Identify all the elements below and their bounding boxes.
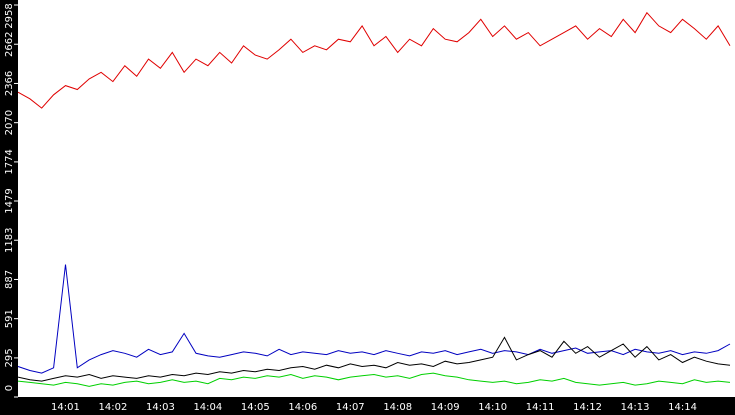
x-tick-label: 14:14 [668,402,697,413]
y-tick-label: 887 [4,270,15,289]
series-line [17,264,731,374]
x-tick-label: 14:08 [383,402,412,413]
y-tick-label: 2958 [4,3,15,28]
x-tick-label: 14:09 [431,402,460,413]
y-tick-label: 2366 [4,71,15,96]
x-tick-label: 14:10 [478,402,507,413]
x-tick-label: 14:01 [51,402,80,413]
series-line [17,372,731,387]
y-axis-bar [0,0,18,415]
y-tick-label: 295 [4,348,15,367]
x-tick-label: 14:12 [573,402,602,413]
y-tick-label: 2070 [4,110,15,135]
x-tick-label: 14:11 [526,402,555,413]
y-tick-label: 1479 [4,188,15,213]
x-tick-label: 14:05 [241,402,270,413]
y-tick-label: 1183 [4,227,15,252]
y-tick-label: 0 [4,385,15,391]
y-tick-label: 2662 [4,31,15,56]
y-tick-label: 1774 [4,149,15,174]
y-tick-label: 591 [4,309,15,328]
x-tick-label: 14:06 [288,402,317,413]
x-tick-label: 14:03 [146,402,175,413]
x-tick-label: 14:02 [99,402,128,413]
series-line [17,11,731,109]
x-tick-label: 14:04 [193,402,222,413]
x-tick-label: 14:13 [621,402,650,413]
x-tick-label: 14:07 [336,402,365,413]
x-axis-bar [0,397,735,415]
series-line [17,336,731,382]
